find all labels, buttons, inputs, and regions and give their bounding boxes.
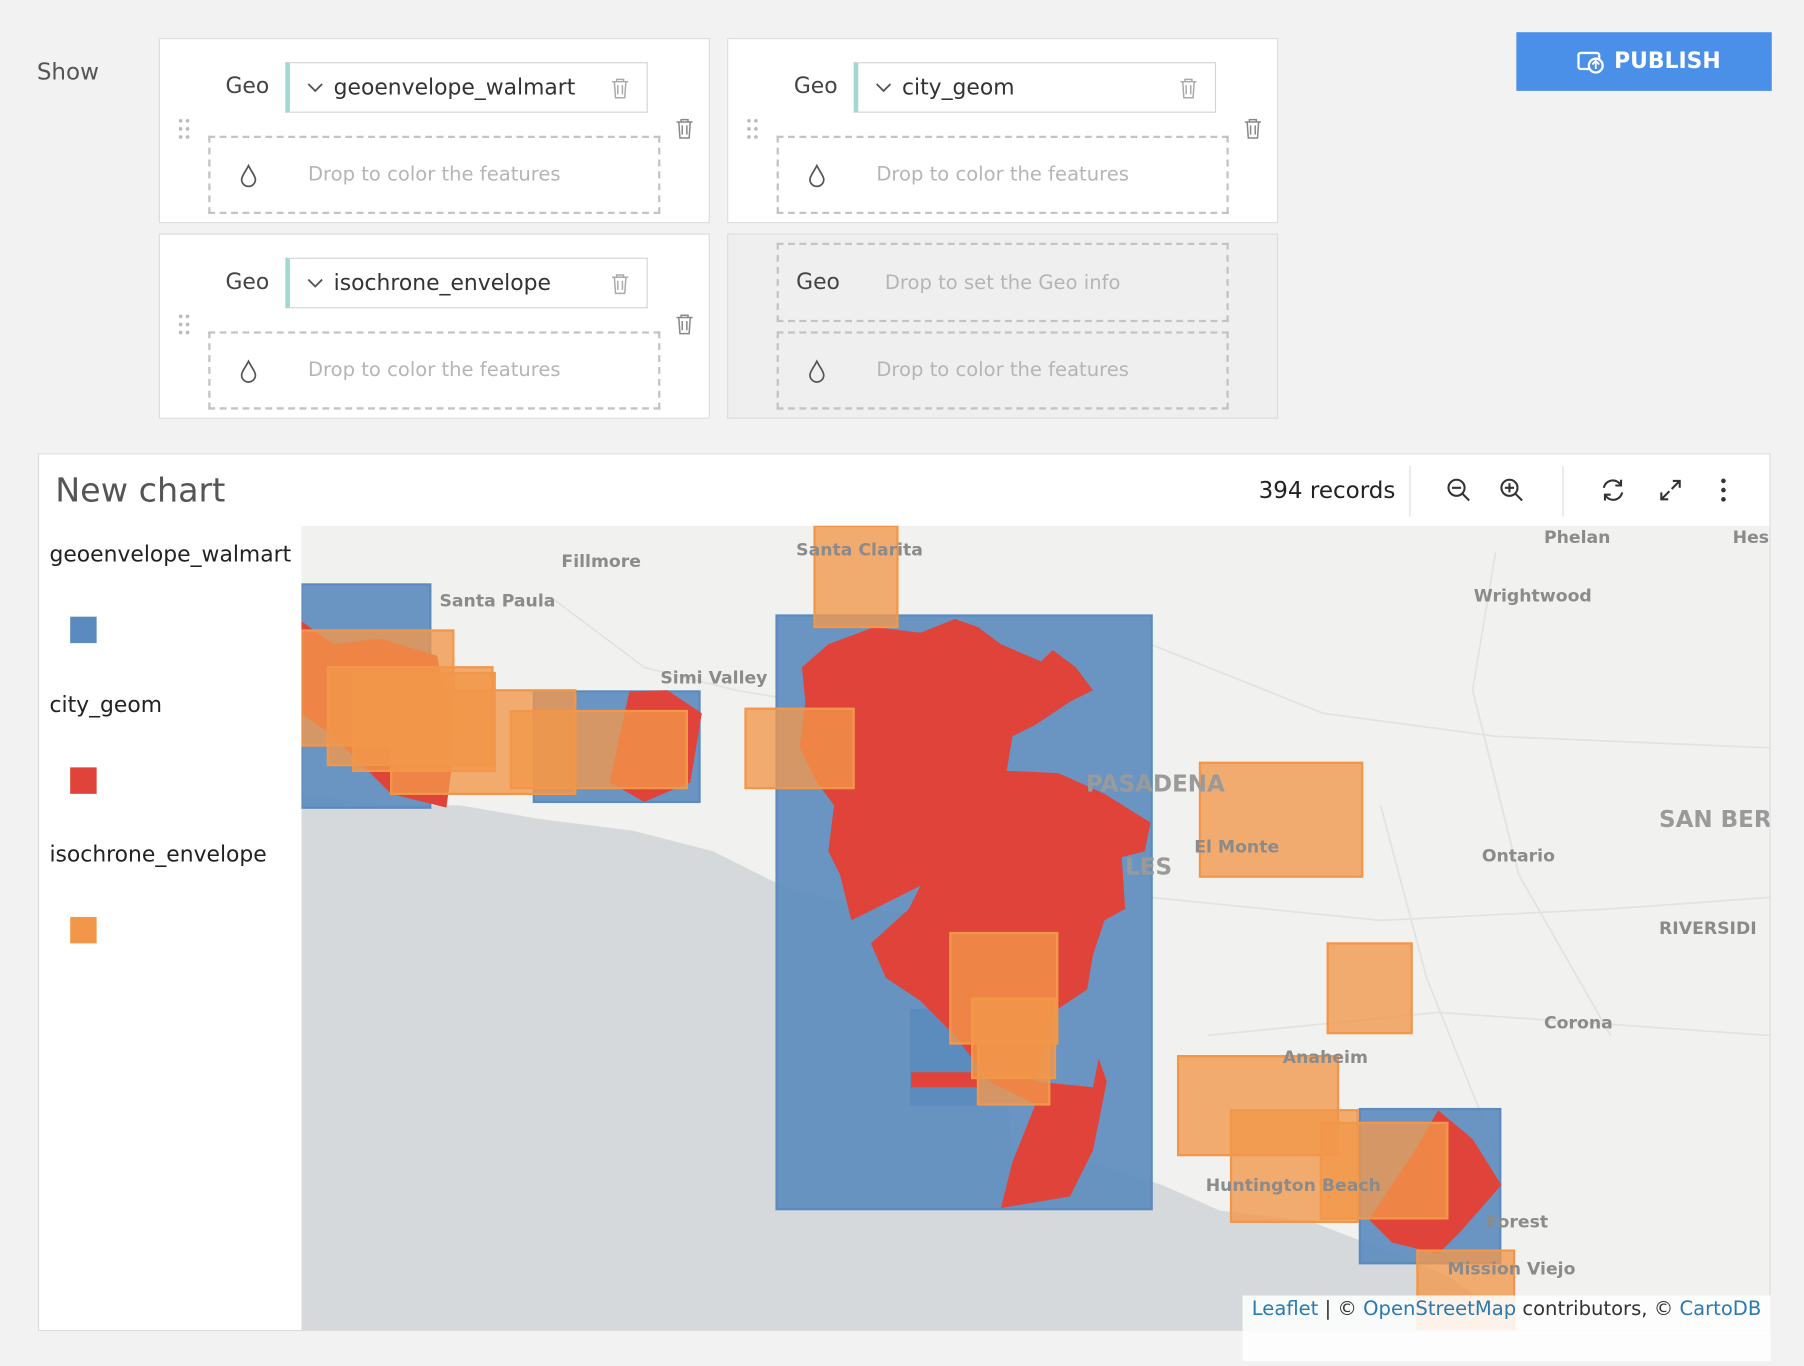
place-label: Phelan (1544, 528, 1610, 548)
legend-swatch (70, 616, 97, 644)
drop-hint: Drop to color the features (876, 358, 1129, 382)
drop-hint: Drop to set the Geo info (884, 270, 1121, 294)
place-label: Corona (1544, 1014, 1613, 1034)
attribution-text: | © (1324, 1297, 1357, 1321)
zoom-in[interactable] (1498, 476, 1526, 504)
drag-handle[interactable] (746, 117, 760, 140)
drag-handle[interactable] (177, 117, 191, 140)
place-label: El Monte (1194, 838, 1279, 858)
drag-handle[interactable] (177, 313, 191, 336)
divider (1562, 465, 1564, 517)
zoom-out[interactable] (1445, 476, 1473, 504)
place-label: Ontario (1482, 847, 1555, 867)
place-label: Wrightwood (1474, 587, 1592, 607)
geo-drop-zone[interactable]: Geo Drop to set the Geo info (776, 242, 1229, 323)
publish-button[interactable]: PUBLISH (1516, 32, 1772, 91)
delete-layer[interactable] (674, 117, 695, 140)
layer-isochrone (301, 525, 1516, 1330)
geo-field[interactable]: city_geom (853, 62, 1217, 113)
empty-layer-card: Geo Drop to set the Geo info Drop to colo… (727, 233, 1279, 419)
place-label: Forest (1486, 1213, 1548, 1233)
map-labels: Fillmore Santa Paula Simi Valley Santa C… (439, 528, 1769, 1280)
map[interactable]: Fillmore Santa Paula Simi Valley Santa C… (301, 525, 1770, 1330)
geo-label: Geo (793, 73, 838, 99)
attribution-text: contributors, © (1522, 1297, 1674, 1321)
record-count: 394 records (1258, 476, 1396, 504)
delete-layer[interactable] (1243, 117, 1264, 140)
more-menu[interactable] (1717, 476, 1731, 504)
place-label: Huntington Beach (1206, 1176, 1381, 1196)
place-label: Santa Paula (439, 591, 555, 611)
carto-link[interactable]: CartoDB (1679, 1297, 1762, 1321)
drop-hint: Drop to color the features (307, 358, 561, 382)
geo-label: Geo (796, 269, 840, 295)
delete-layer[interactable] (674, 313, 695, 336)
legend-label: city_geom (49, 692, 163, 718)
legend-swatch (70, 916, 97, 944)
attribution: Leaflet | © OpenStreetMap contributors, … (1242, 1295, 1771, 1362)
legend-label: isochrone_envelope (49, 842, 267, 868)
chart-title: New chart (55, 470, 226, 510)
geo-field[interactable]: isochrone_envelope (285, 257, 648, 309)
divider (1409, 465, 1411, 517)
show-label: Show (36, 57, 99, 86)
place-label: Santa Clarita (796, 541, 923, 561)
drop-hint: Drop to color the features (307, 163, 561, 187)
place-label: Simi Valley (660, 668, 767, 688)
geo-field[interactable]: geoenvelope_walmart (285, 62, 648, 113)
place-label: Anaheim (1283, 1048, 1368, 1068)
place-label: Mission Viejo (1447, 1260, 1575, 1280)
place-label: LES (1125, 854, 1172, 880)
refresh[interactable] (1599, 476, 1627, 504)
publish-label: PUBLISH (1614, 48, 1721, 74)
legend-label: geoenvelope_walmart (49, 541, 292, 568)
place-label: SAN BER (1659, 807, 1769, 833)
legend-swatch (70, 767, 97, 794)
color-drop-zone[interactable]: Drop to color the features (208, 135, 661, 214)
place-label: Fillmore (561, 552, 641, 572)
drop-hint: Drop to color the features (876, 163, 1129, 187)
column-name: city_geom (901, 74, 1015, 101)
column-name: isochrone_envelope (333, 270, 551, 296)
geo-label: Geo (225, 269, 270, 295)
place-label: PASADENA (1086, 772, 1225, 798)
place-label: RIVERSIDI (1659, 919, 1757, 939)
layer-card: Geo city_geom Drop to color the features (727, 37, 1279, 224)
place-label: Hesp (1733, 528, 1770, 548)
roads (551, 552, 1770, 1151)
layer-card: Geo geoenvelope_walmart Drop to color th… (158, 37, 710, 224)
fullscreen[interactable] (1657, 476, 1685, 504)
osm-link[interactable]: OpenStreetMap (1363, 1297, 1517, 1321)
geo-label: Geo (225, 73, 270, 99)
color-drop-zone[interactable]: Drop to color the features (776, 135, 1229, 214)
color-drop-zone[interactable]: Drop to color the features (208, 331, 661, 410)
layer-card: Geo isochrone_envelope Drop to color the… (158, 233, 710, 419)
color-drop-zone[interactable]: Drop to color the features (776, 331, 1229, 410)
leaflet-link[interactable]: Leaflet (1251, 1297, 1319, 1321)
column-name: geoenvelope_walmart (333, 74, 576, 101)
